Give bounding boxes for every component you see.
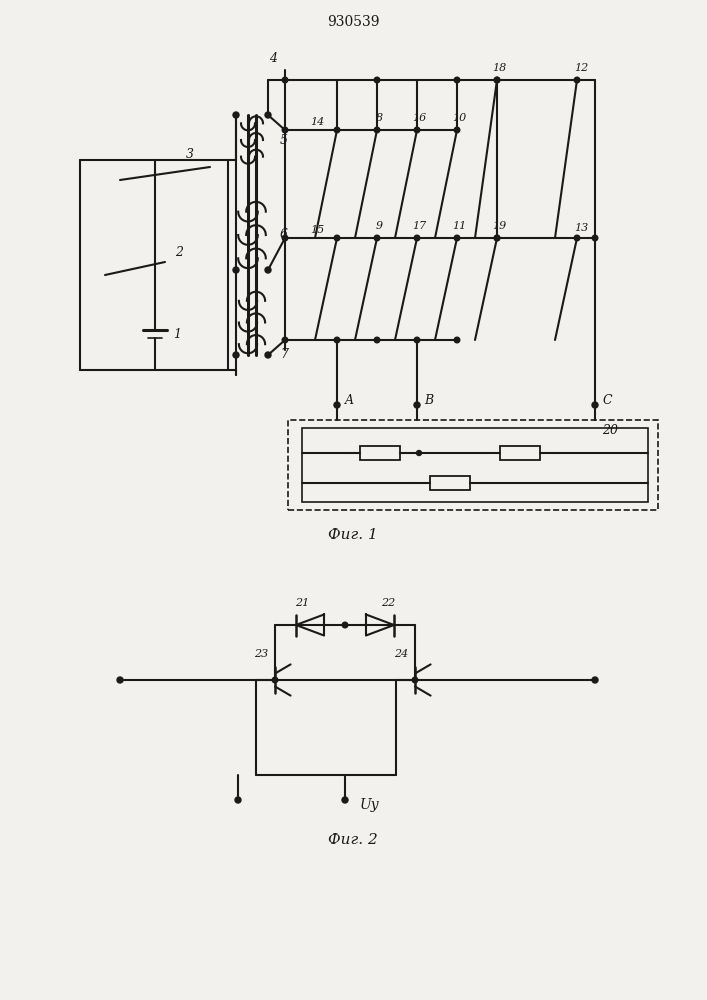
Bar: [500, 446, 540, 460]
Text: 15: 15: [310, 225, 324, 235]
Circle shape: [233, 112, 239, 118]
Text: 16: 16: [412, 113, 426, 123]
Circle shape: [334, 127, 340, 133]
Circle shape: [272, 677, 278, 683]
Circle shape: [374, 337, 380, 343]
Circle shape: [265, 352, 271, 358]
Circle shape: [454, 77, 460, 83]
Circle shape: [265, 112, 271, 118]
Bar: [360, 446, 400, 460]
Text: 1: 1: [173, 328, 181, 340]
Bar: [302, 428, 648, 502]
Text: 22: 22: [381, 598, 395, 608]
Text: 7: 7: [280, 349, 288, 361]
Text: 24: 24: [394, 649, 408, 659]
Circle shape: [592, 235, 598, 241]
Circle shape: [282, 77, 288, 83]
Text: 5: 5: [280, 133, 288, 146]
Circle shape: [282, 235, 288, 241]
Circle shape: [414, 402, 420, 408]
Circle shape: [334, 337, 340, 343]
Circle shape: [494, 77, 500, 83]
Text: 20: 20: [602, 424, 618, 436]
Circle shape: [414, 337, 420, 343]
Circle shape: [374, 127, 380, 133]
Text: Фиг. 1: Фиг. 1: [328, 528, 378, 542]
Text: 9: 9: [375, 221, 382, 231]
Circle shape: [494, 77, 500, 83]
Bar: [288, 420, 658, 510]
Circle shape: [412, 677, 418, 683]
Text: C: C: [602, 393, 612, 406]
Bar: [430, 476, 470, 490]
Circle shape: [454, 127, 460, 133]
Circle shape: [342, 622, 348, 628]
Circle shape: [454, 235, 460, 241]
Text: 14: 14: [310, 117, 324, 127]
Circle shape: [592, 677, 598, 683]
Text: 17: 17: [412, 221, 426, 231]
Text: 11: 11: [452, 221, 466, 231]
Text: 3: 3: [186, 148, 194, 161]
Text: 21: 21: [295, 598, 309, 608]
Circle shape: [592, 402, 598, 408]
Circle shape: [334, 402, 340, 408]
Text: B: B: [424, 393, 433, 406]
Circle shape: [414, 127, 420, 133]
Text: 8: 8: [375, 113, 382, 123]
Circle shape: [265, 267, 271, 273]
Text: 13: 13: [574, 223, 588, 233]
Text: 19: 19: [492, 221, 506, 231]
Circle shape: [574, 235, 580, 241]
Text: 12: 12: [574, 63, 588, 73]
Circle shape: [235, 797, 241, 803]
Circle shape: [233, 267, 239, 273]
Circle shape: [416, 450, 421, 456]
Text: Фиг. 2: Фиг. 2: [328, 833, 378, 847]
Circle shape: [117, 677, 123, 683]
Circle shape: [282, 127, 288, 133]
Circle shape: [494, 235, 500, 241]
Text: A: A: [344, 393, 354, 406]
Text: 10: 10: [452, 113, 466, 123]
Circle shape: [334, 235, 340, 241]
Circle shape: [414, 235, 420, 241]
Circle shape: [374, 235, 380, 241]
Text: 23: 23: [254, 649, 268, 659]
Text: 930539: 930539: [327, 15, 379, 29]
Text: 4: 4: [269, 51, 277, 64]
Text: Uу: Uу: [360, 798, 380, 812]
Text: 2: 2: [175, 245, 183, 258]
Circle shape: [454, 337, 460, 343]
Circle shape: [282, 337, 288, 343]
Circle shape: [374, 77, 380, 83]
Circle shape: [342, 797, 348, 803]
Circle shape: [233, 352, 239, 358]
Text: 18: 18: [492, 63, 506, 73]
Circle shape: [494, 235, 500, 241]
Text: 6: 6: [280, 228, 288, 240]
Circle shape: [574, 77, 580, 83]
